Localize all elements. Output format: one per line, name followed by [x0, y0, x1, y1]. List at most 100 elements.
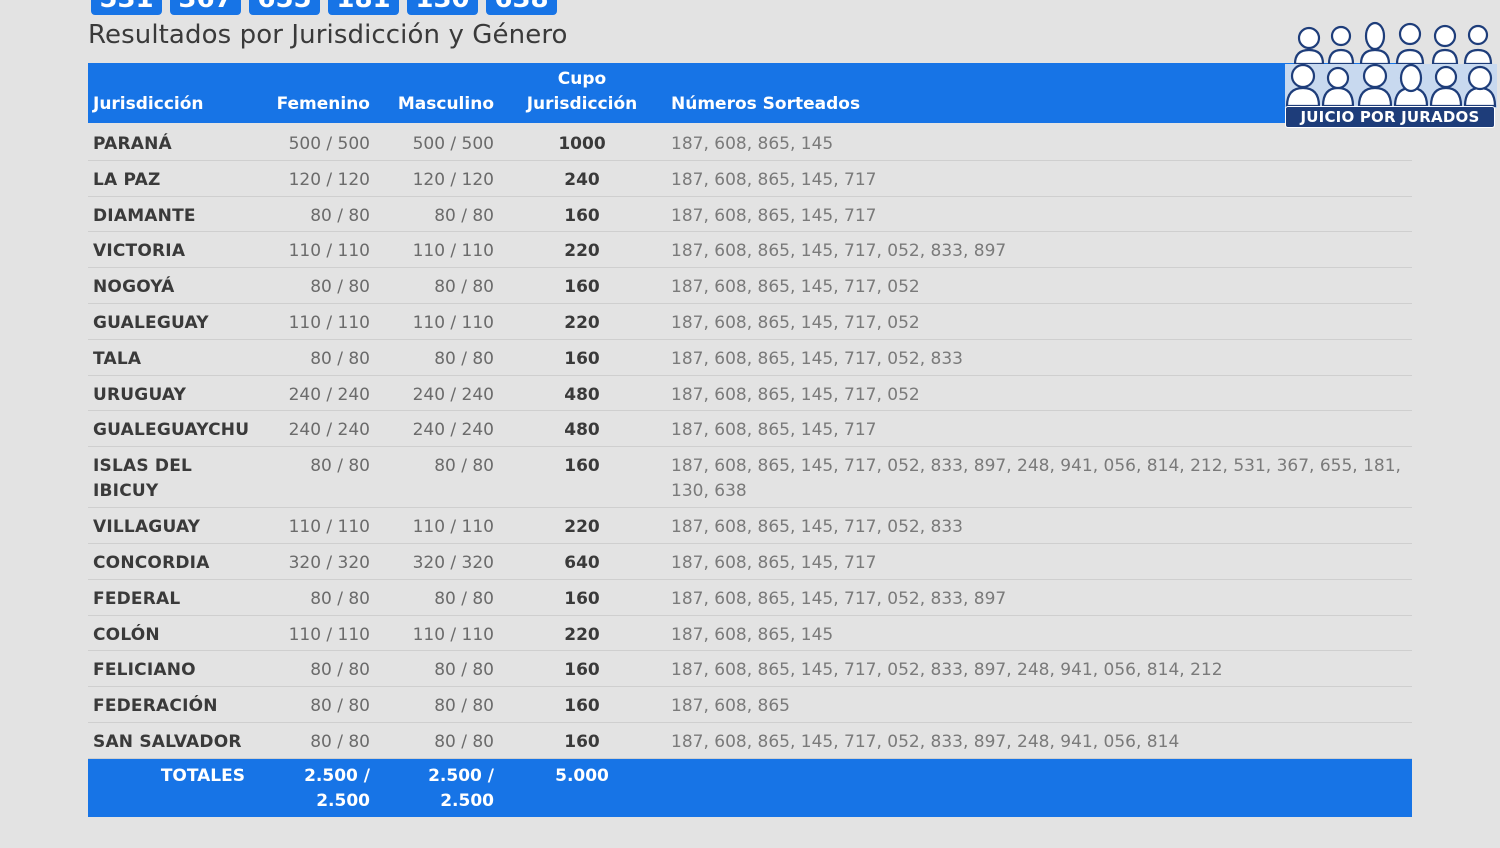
cell-numeros: 187, 608, 865, 145, 717, 052, 833, 897, …	[671, 731, 1180, 752]
cell-numeros: 187, 608, 865, 145, 717	[671, 169, 877, 190]
cell-jurisdiccion: CONCORDIA	[93, 552, 210, 573]
cell-masculino: 80 / 80	[434, 588, 494, 609]
header-femenino: Femenino	[276, 94, 370, 114]
cell-jurisdiccion: GUALEGUAYCHU	[93, 420, 250, 441]
table-row: CONCORDIA 320 / 320 320 / 320 640 187, 608, …	[88, 544, 1412, 580]
cell-jurisdiccion: LA PAZ	[93, 169, 161, 190]
totals-femenino-line2: 2.500	[316, 791, 370, 811]
cell-cupo: 220	[564, 312, 600, 333]
cell-femenino: 500 / 500	[288, 134, 370, 154]
totals-femenino: 2.500 / 2.500	[288, 764, 370, 814]
table-row: VILLAGUAY 110 / 110 110 / 110 220 187, 608, …	[88, 508, 1412, 544]
cell-cupo: 160	[564, 660, 600, 681]
cell-cupo: 160	[564, 205, 600, 226]
cell-jurisdiccion: PARANÁ	[93, 134, 172, 154]
jurors-group-icon	[1285, 21, 1497, 108]
totals-masculino-line1: 2.500 /	[428, 766, 494, 786]
cell-cupo: 160	[564, 696, 600, 717]
cell-numeros: 187, 608, 865, 145, 717	[671, 420, 877, 441]
cell-masculino: 80 / 80	[434, 660, 494, 681]
cell-masculino: 110 / 110	[412, 517, 494, 538]
cell-numeros: 187, 608, 865, 145, 717, 052, 833	[671, 517, 963, 538]
table-row: FELICIANO 80 / 80 80 / 80 160 187, 608, 865,…	[88, 651, 1412, 688]
cell-masculino: 110 / 110	[412, 312, 494, 333]
cell-masculino: 110 / 110	[412, 624, 494, 645]
cell-femenino: 80 / 80	[310, 731, 370, 752]
table-row: PARANÁ 500 / 500 500 / 500 1000 187, 608, 86…	[88, 125, 1412, 161]
cell-jurisdiccion: VICTORIA	[93, 241, 186, 262]
cell-femenino: 320 / 320	[288, 552, 370, 573]
cell-femenino: 80 / 80	[310, 660, 370, 681]
cell-femenino: 110 / 110	[288, 241, 370, 262]
cell-cupo: 640	[564, 552, 600, 573]
drawn-number-tile: 531	[91, 0, 162, 15]
cell-masculino: 120 / 120	[412, 169, 494, 190]
cell-masculino: 80 / 80	[434, 205, 494, 226]
cell-numeros: 187, 608, 865, 145, 717, 052, 833	[671, 348, 963, 369]
cell-femenino: 240 / 240	[288, 420, 370, 441]
cell-jurisdiccion: DIAMANTE	[93, 205, 196, 226]
cell-cupo: 1000	[558, 134, 606, 154]
cell-femenino: 120 / 120	[288, 169, 370, 190]
cell-jurisdiccion: ISLAS DEL IBICUY	[93, 456, 193, 502]
cell-femenino: 80 / 80	[310, 588, 370, 609]
cell-numeros: 187, 608, 865, 145, 717, 052, 833, 897, …	[671, 456, 1401, 502]
drawn-number-tile: 655	[249, 0, 320, 15]
cell-masculino: 80 / 80	[434, 348, 494, 369]
cell-jurisdiccion: NOGOYÁ	[93, 277, 175, 298]
section-title: Resultados por Jurisdicción y Género	[88, 20, 568, 50]
cell-femenino: 80 / 80	[310, 277, 370, 298]
cell-numeros: 187, 608, 865, 145, 717, 052	[671, 312, 920, 333]
cell-cupo: 480	[564, 384, 600, 405]
cell-jurisdiccion: FELICIANO	[93, 660, 196, 681]
totals-femenino-line1: 2.500 /	[304, 766, 370, 786]
cell-cupo: 160	[564, 348, 600, 369]
juicio-por-jurados-logo: JUICIO POR JURADOS	[1285, 16, 1497, 130]
cell-jurisdiccion: VILLAGUAY	[93, 517, 201, 538]
cell-femenino: 80 / 80	[310, 696, 370, 717]
totals-masculino-line2: 2.500	[440, 791, 494, 811]
table-row: URUGUAY 240 / 240 240 / 240 480 187, 608, 86…	[88, 376, 1412, 412]
cell-femenino: 80 / 80	[310, 456, 370, 477]
table-row: VICTORIA 110 / 110 110 / 110 220 187, 608, 8…	[88, 232, 1412, 269]
cell-numeros: 187, 608, 865, 145	[671, 134, 834, 154]
table-row: SAN SALVADOR 80 / 80 80 / 80 160 187, 608, 8…	[88, 723, 1412, 759]
cell-femenino: 110 / 110	[288, 624, 370, 645]
cell-femenino: 110 / 110	[288, 312, 370, 333]
totals-label: TOTALES	[160, 766, 245, 786]
table-row: TALA 80 / 80 80 / 80 160 187, 608, 865, 145,…	[88, 340, 1412, 376]
table-row: GUALEGUAY 110 / 110 110 / 110 220 187, 608, …	[88, 304, 1412, 340]
cell-cupo: 160	[564, 731, 600, 752]
table-row: NOGOYÁ 80 / 80 80 / 80 160 187, 608, 865, 14…	[88, 268, 1412, 304]
drawn-number-tile: 130	[407, 0, 478, 15]
logo-text: JUICIO POR JURADOS	[1285, 106, 1495, 128]
cell-femenino: 240 / 240	[288, 384, 370, 405]
cell-numeros: 187, 608, 865, 145, 717, 052, 833, 897	[671, 588, 1007, 609]
cell-cupo: 160	[564, 456, 600, 477]
drawn-number-tile: 638	[486, 0, 557, 15]
cell-masculino: 80 / 80	[434, 277, 494, 298]
results-table-header: Jurisdicción Femenino Masculino Cupo Jur…	[88, 63, 1412, 123]
table-row: COLÓN 110 / 110 110 / 110 220 187, 608, 865,…	[88, 616, 1412, 652]
cell-masculino: 110 / 110	[412, 241, 494, 262]
cell-jurisdiccion: GUALEGUAY	[93, 312, 209, 333]
cell-cupo: 240	[564, 169, 600, 190]
cell-cupo: 220	[564, 624, 600, 645]
cell-cupo: 220	[564, 517, 600, 538]
header-numeros: Números Sorteados	[671, 94, 861, 114]
cell-numeros: 187, 608, 865, 145, 717, 052, 833, 897	[671, 241, 1007, 262]
cell-cupo: 480	[564, 420, 600, 441]
cell-masculino: 80 / 80	[434, 456, 494, 477]
drawn-number-tile: 367	[170, 0, 241, 15]
table-row: LA PAZ 120 / 120 120 / 120 240 187, 608, 865…	[88, 161, 1412, 197]
table-row: FEDERAL 80 / 80 80 / 80 160 187, 608, 865, 1…	[88, 580, 1412, 616]
cell-masculino: 500 / 500	[412, 134, 494, 154]
totals-cupo: 5.000	[555, 766, 609, 786]
cell-numeros: 187, 608, 865, 145, 717, 052	[671, 277, 920, 298]
cell-jurisdiccion: FEDERAL	[93, 588, 181, 609]
totals-row: TOTALES 2.500 / 2.500 2.500 / 2.500 5.00…	[88, 759, 1412, 817]
table-row: DIAMANTE 80 / 80 80 / 80 160 187, 608, 865, …	[88, 197, 1412, 233]
cell-numeros: 187, 608, 865, 145, 717	[671, 205, 877, 226]
cell-femenino: 110 / 110	[288, 517, 370, 538]
header-cupo-line1: Cupo	[557, 69, 607, 89]
